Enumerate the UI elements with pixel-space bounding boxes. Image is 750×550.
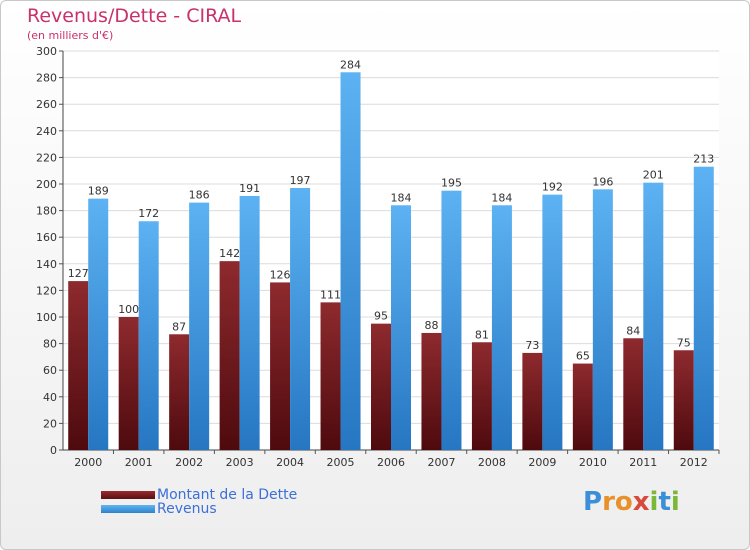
bar-revenus	[592, 189, 613, 450]
bar-dette	[371, 323, 391, 450]
logo-letter: i	[670, 487, 680, 517]
data-label-dette: 87	[172, 320, 186, 333]
bar-dette	[270, 282, 291, 450]
legend-label-revenus: Revenus	[157, 501, 217, 517]
bar-dette	[219, 261, 240, 450]
bar-revenus	[391, 205, 411, 450]
data-label-revenus: 191	[239, 182, 260, 195]
y-tick-label: 220	[36, 151, 57, 164]
data-label-dette: 95	[374, 310, 388, 323]
bar-revenus	[189, 202, 210, 450]
bar-dette	[471, 342, 492, 450]
y-tick-label: 100	[36, 311, 57, 324]
data-label-dette: 142	[219, 247, 240, 260]
bar-dette	[320, 302, 341, 450]
data-label-dette: 73	[525, 339, 539, 352]
x-tick-label: 2002	[175, 456, 203, 469]
y-tick-label: 300	[36, 45, 57, 58]
logo-letter: P	[583, 487, 603, 517]
legend-item-revenus: Revenus	[101, 501, 217, 517]
bar-revenus	[138, 221, 159, 450]
y-tick-label: 160	[36, 231, 57, 244]
bar-dette	[623, 338, 644, 450]
y-tick-label: 200	[36, 178, 57, 191]
data-label-dette: 84	[626, 324, 640, 337]
x-tick-label: 2003	[226, 456, 254, 469]
proxiti-logo: Proxiti	[583, 487, 680, 517]
bar-revenus	[693, 166, 714, 450]
y-tick-label: 80	[43, 338, 57, 351]
bar-dette	[572, 363, 593, 450]
bar-dette	[169, 334, 190, 450]
x-tick-label: 2009	[528, 456, 556, 469]
logo-letter: r	[602, 487, 615, 517]
y-tick-label: 180	[36, 205, 57, 218]
bar-revenus	[239, 195, 260, 450]
x-tick-label: 2006	[377, 456, 405, 469]
data-label-revenus: 172	[138, 207, 159, 220]
bar-revenus	[542, 194, 563, 450]
legend-swatch-dette	[101, 491, 155, 499]
bar-revenus	[441, 190, 462, 450]
data-label-revenus: 184	[491, 191, 512, 204]
bar-dette	[68, 281, 89, 450]
data-label-revenus: 195	[441, 177, 462, 190]
data-label-dette: 75	[677, 336, 691, 349]
y-tick-label: 60	[43, 364, 57, 377]
y-tick-label: 20	[43, 417, 57, 430]
data-label-dette: 127	[68, 267, 89, 280]
chart-title: Revenus/Dette - CIRAL	[27, 5, 242, 27]
data-label-revenus: 184	[391, 191, 412, 204]
x-tick-label: 2010	[579, 456, 607, 469]
y-tick-label: 240	[36, 125, 57, 138]
x-tick-label: 2000	[74, 456, 102, 469]
bar-dette	[673, 350, 694, 450]
bar-revenus	[491, 205, 512, 450]
data-label-dette: 81	[475, 328, 489, 341]
bar-revenus	[340, 72, 361, 450]
x-tick-label: 2001	[125, 456, 153, 469]
x-tick-label: 2005	[327, 456, 355, 469]
data-label-revenus: 196	[592, 175, 613, 188]
data-label-dette: 88	[424, 319, 438, 332]
data-label-revenus: 186	[189, 189, 210, 202]
legend-swatch-revenus	[101, 505, 155, 513]
data-label-dette: 100	[118, 303, 139, 316]
logo-letter: o	[614, 487, 633, 517]
logo-letter: x	[632, 487, 650, 517]
x-tick-label: 2008	[478, 456, 506, 469]
bar-dette	[118, 317, 139, 450]
data-label-revenus: 192	[542, 181, 563, 194]
bar-dette	[421, 332, 442, 450]
bar-revenus	[88, 198, 109, 450]
legend-label-dette: Montant de la Dette	[157, 487, 298, 503]
bar-revenus	[290, 187, 311, 451]
bar-revenus	[643, 182, 664, 451]
data-label-dette: 111	[320, 288, 341, 301]
data-label-revenus: 189	[88, 185, 109, 198]
logo-letter: i	[649, 487, 659, 517]
data-label-dette: 65	[576, 350, 590, 363]
y-tick-label: 120	[36, 284, 57, 297]
data-label-revenus: 284	[340, 58, 361, 71]
chart-subtitle: (en milliers d'€)	[27, 29, 114, 42]
data-label-dette: 126	[270, 268, 291, 281]
data-label-revenus: 201	[643, 169, 664, 182]
y-tick-label: 40	[43, 391, 57, 404]
x-tick-label: 2012	[680, 456, 708, 469]
data-label-revenus: 213	[693, 153, 714, 166]
bar-dette	[522, 352, 543, 450]
x-tick-label: 2007	[427, 456, 455, 469]
data-label-revenus: 197	[290, 174, 311, 187]
x-tick-label: 2011	[629, 456, 657, 469]
y-tick-label: 140	[36, 258, 57, 271]
x-tick-label: 2004	[276, 456, 304, 469]
y-tick-label: 0	[50, 444, 57, 457]
legend-item-dette: Montant de la Dette	[101, 487, 297, 503]
y-tick-label: 280	[36, 72, 57, 85]
logo-letter: t	[658, 487, 671, 517]
y-tick-label: 260	[36, 98, 57, 111]
